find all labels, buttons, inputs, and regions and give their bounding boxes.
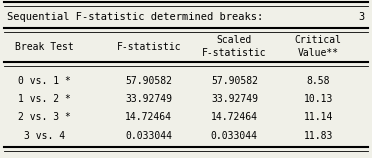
Text: 57.90582: 57.90582 [211,76,258,86]
Text: 33.92749: 33.92749 [211,94,258,104]
Text: 8.58: 8.58 [306,76,330,86]
Text: 33.92749: 33.92749 [125,94,172,104]
Text: 1 vs. 2 *: 1 vs. 2 * [18,94,71,104]
Text: 14.72464: 14.72464 [211,112,258,122]
Text: F-statistic: F-statistic [202,48,267,58]
Text: Value**: Value** [298,48,339,58]
Text: 14.72464: 14.72464 [125,112,172,122]
Text: 2 vs. 3 *: 2 vs. 3 * [18,112,71,122]
Text: Break Test: Break Test [15,42,74,52]
Text: 3 vs. 4: 3 vs. 4 [24,131,65,141]
Text: 10.13: 10.13 [304,94,333,104]
Text: Scaled: Scaled [217,35,252,45]
Text: 11.83: 11.83 [304,131,333,141]
Text: 11.14: 11.14 [304,112,333,122]
Text: Critical: Critical [295,35,341,45]
Text: 3: 3 [358,12,365,22]
Text: F-statistic: F-statistic [116,42,181,52]
Text: 0 vs. 1 *: 0 vs. 1 * [18,76,71,86]
Text: 0.033044: 0.033044 [211,131,258,141]
Text: Sequential F-statistic determined breaks:: Sequential F-statistic determined breaks… [7,12,264,22]
Text: 0.033044: 0.033044 [125,131,172,141]
Text: 57.90582: 57.90582 [125,76,172,86]
